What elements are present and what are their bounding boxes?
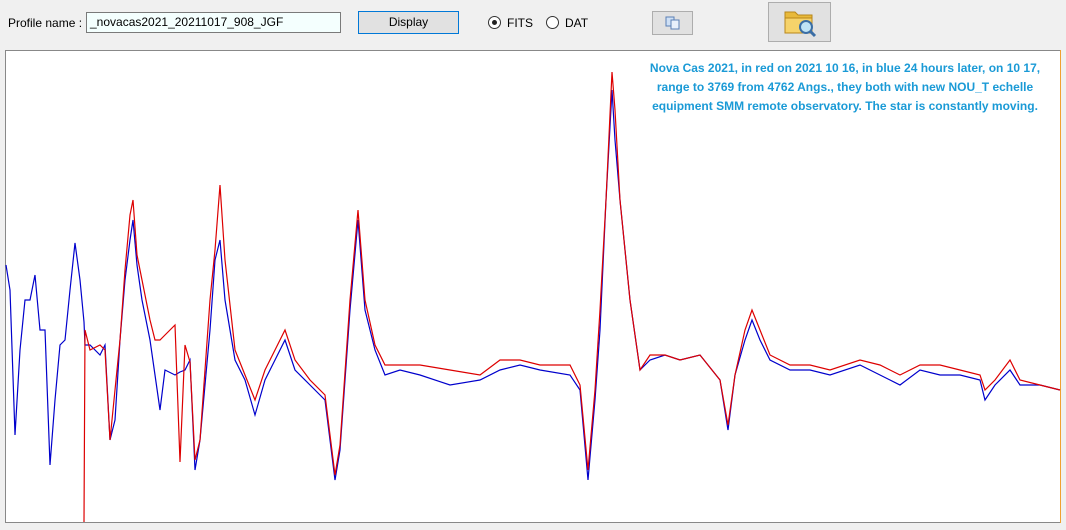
- open-folder-button[interactable]: [768, 2, 831, 42]
- folder-icon: [784, 11, 817, 38]
- annotation-text: equipment SMM remote observatory. The st…: [652, 99, 1038, 113]
- profile-label: Profile name :: [8, 16, 83, 30]
- plot-frame: [5, 50, 1061, 523]
- spectrum-line: [5, 89, 1061, 481]
- copy-icon: [665, 16, 680, 30]
- fits-radio[interactable]: [488, 16, 501, 29]
- copy-button[interactable]: [652, 11, 693, 35]
- annotation-text: Nova Cas 2021, in red on 2021 10 16, in …: [650, 61, 1040, 75]
- spectrum-line: [83, 71, 1061, 523]
- fits-label: FITS: [507, 16, 533, 30]
- profile-input[interactable]: _novacas2021_20211017_908_JGF: [86, 12, 341, 33]
- dat-radio[interactable]: [546, 16, 559, 29]
- dat-label: DAT: [565, 16, 589, 30]
- display-button[interactable]: Display: [358, 11, 459, 34]
- annotation-text: range to 3769 from 4762 Angs., they both…: [657, 80, 1034, 94]
- spectrum-plot: Nova Cas 2021, in red on 2021 10 16, in …: [5, 50, 1061, 523]
